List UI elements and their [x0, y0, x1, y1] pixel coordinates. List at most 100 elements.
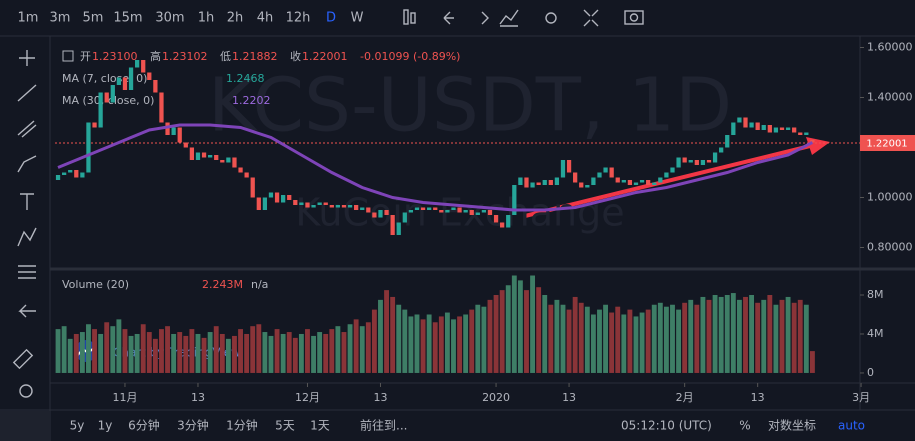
- candle: [74, 170, 79, 178]
- interval-button[interactable]: 1m: [18, 11, 39, 26]
- volume-bar: [323, 333, 329, 373]
- range-button[interactable]: 6分钟: [128, 418, 160, 433]
- interval-button[interactable]: 1h: [198, 11, 215, 26]
- candle: [92, 122, 97, 128]
- volume-bar: [493, 294, 499, 373]
- candle: [646, 180, 651, 185]
- volume-bar: [657, 302, 663, 373]
- price-tick-label: 0.80000: [867, 241, 913, 254]
- candle: [670, 167, 675, 173]
- annotation-arrow-line: [524, 144, 811, 218]
- range-button[interactable]: 1天: [310, 419, 330, 433]
- candle: [232, 157, 237, 168]
- price-tick-label: 1.60000: [867, 41, 913, 54]
- volume-bar: [390, 296, 396, 373]
- volume-bar: [225, 338, 231, 373]
- volume-tick-label: 0: [867, 366, 874, 379]
- candle: [597, 172, 602, 178]
- volume-bar: [682, 302, 688, 373]
- volume-bar: [402, 309, 408, 373]
- range-button[interactable]: 1y: [98, 419, 113, 433]
- volume-bar: [286, 332, 292, 373]
- volume-bar: [767, 294, 773, 373]
- volume-bar: [359, 326, 365, 373]
- candle: [767, 125, 772, 133]
- candle: [80, 172, 85, 178]
- volume-bar: [171, 333, 177, 373]
- candle: [68, 170, 73, 173]
- candle: [530, 182, 535, 188]
- volume-bar: [700, 296, 706, 373]
- interval-button[interactable]: 30m: [155, 11, 184, 26]
- volume-bar: [201, 337, 207, 373]
- volume-bar: [55, 329, 61, 373]
- candle: [439, 210, 444, 213]
- range-button[interactable]: 3分钟: [177, 418, 209, 433]
- legend-value: 1.21882: [232, 50, 278, 63]
- volume-bar: [694, 304, 700, 373]
- volume-bar: [597, 309, 602, 373]
- volume-bar: [341, 332, 347, 373]
- candle: [390, 215, 395, 235]
- interval-button[interactable]: 4h: [257, 11, 274, 26]
- volume-bar: [232, 335, 237, 373]
- volume-bar: [736, 299, 742, 373]
- candle: [274, 192, 280, 203]
- candle: [366, 207, 371, 213]
- volume-bar: [213, 326, 219, 373]
- goto-button[interactable]: 前往到...: [360, 418, 407, 433]
- candle: [609, 167, 614, 178]
- volume-bar: [578, 302, 584, 373]
- volume-bar: [749, 294, 755, 373]
- candle: [548, 180, 553, 185]
- interval-button[interactable]: 12h: [286, 11, 311, 26]
- volume-bar: [134, 333, 140, 373]
- candle: [706, 160, 712, 163]
- legend-toggle[interactable]: [62, 50, 74, 62]
- candle: [743, 117, 748, 128]
- volume-name: Volume (20): [62, 278, 129, 291]
- candle: [177, 127, 182, 143]
- candle: [700, 160, 706, 165]
- volume-bar: [548, 304, 554, 373]
- legend-label: 开: [80, 50, 91, 63]
- volume-bar: [396, 304, 402, 373]
- range-button[interactable]: 5天: [275, 419, 295, 433]
- auto-button[interactable]: auto: [838, 419, 865, 433]
- volume-bar: [244, 333, 250, 373]
- volume-bar: [420, 319, 426, 373]
- candle: [761, 125, 766, 130]
- range-button[interactable]: 1分钟: [226, 418, 258, 433]
- candle: [512, 185, 517, 215]
- candle: [311, 205, 316, 208]
- volume-bar: [335, 326, 341, 373]
- interval-button[interactable]: 15m: [113, 11, 142, 26]
- candle: [287, 195, 292, 200]
- candle: [293, 200, 298, 205]
- volume-bar: [706, 299, 712, 373]
- candle: [779, 127, 785, 130]
- interval-button[interactable]: 2h: [227, 11, 244, 26]
- candle: [378, 210, 383, 218]
- candle: [86, 122, 91, 173]
- volume-bar: [809, 351, 815, 373]
- interval-button[interactable]: D: [326, 11, 336, 26]
- candle: [798, 132, 803, 135]
- time-tick-label: 12月: [295, 391, 320, 404]
- collapse-button[interactable]: [0, 411, 50, 441]
- volume-bar: [645, 309, 651, 373]
- interval-button[interactable]: 5m: [83, 11, 104, 26]
- percent-button[interactable]: %: [739, 419, 750, 433]
- interval-button[interactable]: W: [351, 11, 364, 26]
- volume-bar: [542, 294, 548, 373]
- log-button[interactable]: 对数坐标: [768, 418, 816, 433]
- candle: [171, 127, 176, 135]
- volume-bar: [572, 296, 578, 373]
- volume-bar: [743, 296, 748, 373]
- volume-bar: [353, 319, 359, 373]
- volume-bar: [122, 329, 128, 373]
- candle: [250, 177, 255, 198]
- interval-button[interactable]: 3m: [50, 11, 71, 26]
- range-button[interactable]: 5y: [70, 419, 85, 433]
- candle: [518, 177, 523, 185]
